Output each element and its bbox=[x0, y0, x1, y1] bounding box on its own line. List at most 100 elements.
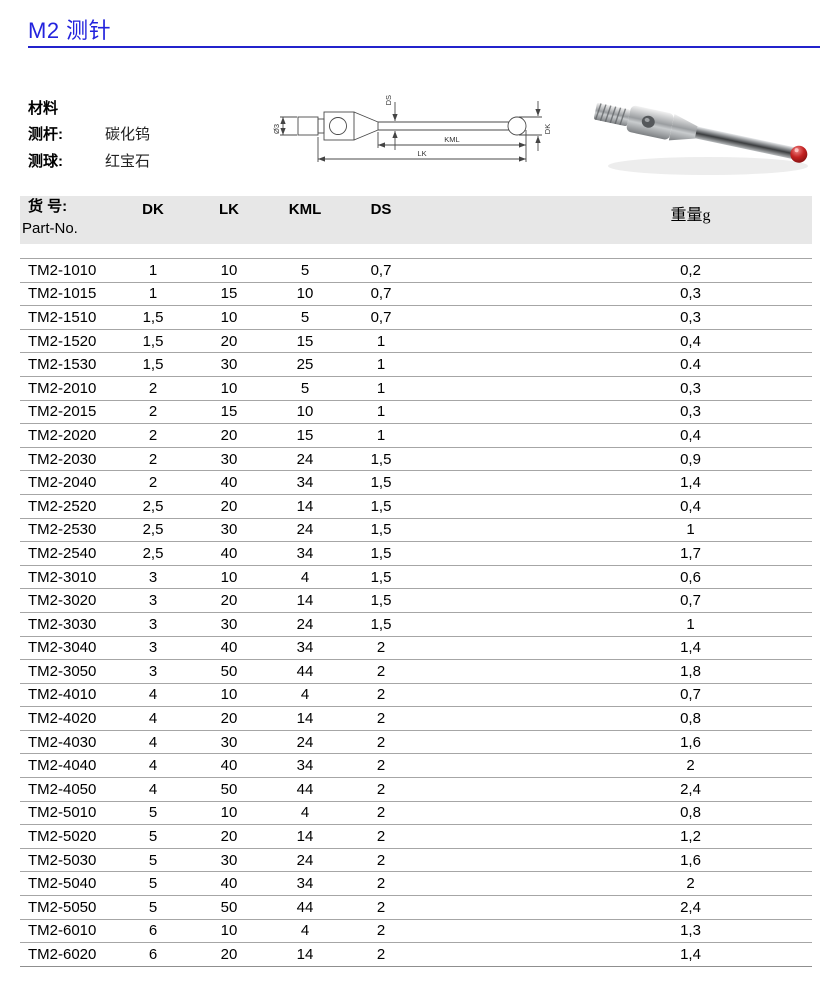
cell-dk: 1 bbox=[148, 261, 158, 279]
table-row: TM2-4050 4 50 44 2 2,4 bbox=[20, 777, 812, 801]
table-row: TM2-2015 2 15 10 1 0,3 bbox=[20, 399, 812, 424]
cell-lk: 20 bbox=[220, 710, 238, 728]
cell-kml: 5 bbox=[300, 308, 310, 326]
cell-ds: 2 bbox=[376, 686, 386, 704]
cell-lk: 20 bbox=[220, 592, 238, 610]
cell-kml: 44 bbox=[296, 898, 314, 916]
material-value: 红宝石 bbox=[105, 153, 151, 170]
cell-dk: 1,5 bbox=[142, 332, 164, 350]
material-label: 测杆: bbox=[28, 126, 63, 143]
cell-dk: 6 bbox=[148, 922, 158, 940]
cell-weight: 0,4 bbox=[680, 332, 701, 350]
cell-weight: 0,9 bbox=[680, 450, 701, 468]
materials-block: 材料 测杆: 碳化钨 测球: 红宝石 bbox=[28, 97, 150, 177]
cell-dk: 6 bbox=[148, 946, 158, 964]
cell-part: TM2-4030 bbox=[28, 733, 97, 751]
cell-part: TM2-2020 bbox=[28, 426, 97, 444]
table-row: TM2-6020 6 20 14 2 1,4 bbox=[20, 942, 812, 966]
cell-kml: 14 bbox=[296, 497, 314, 515]
table-row: TM2-1015 1 15 10 0,7 0,3 bbox=[20, 281, 812, 306]
cell-ds: 2 bbox=[376, 780, 386, 798]
cell-lk: 30 bbox=[220, 356, 238, 374]
cell-weight: 1 bbox=[686, 615, 695, 633]
cell-ds: 1 bbox=[376, 356, 386, 374]
table-row: TM2-2030 2 30 24 1,5 0,9 bbox=[20, 446, 812, 471]
dim-label-lk: LK bbox=[417, 149, 426, 158]
cell-kml: 5 bbox=[300, 379, 310, 397]
cell-kml: 44 bbox=[296, 780, 314, 798]
cell-kml: 24 bbox=[296, 851, 314, 869]
cell-weight: 0,4 bbox=[680, 426, 701, 444]
cell-weight: 1,3 bbox=[680, 922, 701, 940]
title-rule bbox=[28, 46, 820, 48]
table-row: TM2-4020 4 20 14 2 0,8 bbox=[20, 706, 812, 730]
cell-weight: 0,7 bbox=[680, 592, 701, 610]
cell-dk: 4 bbox=[148, 686, 158, 704]
cell-lk: 15 bbox=[220, 285, 238, 303]
cell-ds: 1,5 bbox=[370, 521, 392, 539]
header-ds: DS bbox=[370, 201, 392, 218]
header-kml: KML bbox=[288, 201, 322, 218]
cell-lk: 20 bbox=[220, 946, 238, 964]
cell-lk: 30 bbox=[220, 450, 238, 468]
cell-lk: 10 bbox=[220, 261, 238, 279]
cell-ds: 2 bbox=[376, 946, 386, 964]
cell-weight: 0,2 bbox=[680, 261, 701, 279]
cell-dk: 1,5 bbox=[142, 308, 164, 326]
cell-ds: 1,5 bbox=[370, 592, 392, 610]
table-row: TM2-5020 5 20 14 2 1,2 bbox=[20, 824, 812, 848]
cell-dk: 2 bbox=[148, 426, 158, 444]
cell-ds: 1,5 bbox=[370, 544, 392, 562]
cell-dk: 2 bbox=[148, 379, 158, 397]
cell-ds: 2 bbox=[376, 898, 386, 916]
table-row: TM2-5010 5 10 4 2 0,8 bbox=[20, 800, 812, 825]
cell-lk: 10 bbox=[220, 379, 238, 397]
cell-part: TM2-5050 bbox=[28, 898, 97, 916]
material-row-shaft: 测杆: 碳化钨 bbox=[28, 123, 150, 144]
table-row: TM2-2540 2,5 40 34 1,5 1,7 bbox=[20, 541, 812, 565]
cell-weight: 0,3 bbox=[680, 308, 701, 326]
cell-dk: 5 bbox=[148, 851, 158, 869]
cell-lk: 10 bbox=[220, 568, 238, 586]
materials-heading: 材料 bbox=[28, 100, 59, 117]
cell-weight: 1,4 bbox=[680, 474, 701, 492]
cell-ds: 1,5 bbox=[370, 615, 392, 633]
material-label: 测球: bbox=[28, 153, 63, 170]
cell-ds: 2 bbox=[376, 851, 386, 869]
table-row: TM2-4030 4 30 24 2 1,6 bbox=[20, 729, 812, 754]
cell-kml: 5 bbox=[300, 261, 310, 279]
cell-dk: 2 bbox=[148, 450, 158, 468]
cell-ds: 1 bbox=[376, 426, 386, 444]
cell-kml: 15 bbox=[296, 426, 314, 444]
cell-weight: 0.4 bbox=[680, 356, 701, 374]
cell-weight: 1,7 bbox=[680, 544, 701, 562]
drawing-thread-stud bbox=[297, 116, 319, 136]
cell-dk: 2,5 bbox=[142, 544, 164, 562]
cell-part: TM2-2530 bbox=[28, 521, 97, 539]
cell-kml: 10 bbox=[296, 403, 314, 421]
drawing-ball bbox=[507, 116, 527, 136]
cell-part: TM2-1520 bbox=[28, 332, 97, 350]
cell-ds: 1,5 bbox=[370, 568, 392, 586]
table-row: TM2-2520 2,5 20 14 1,5 0,4 bbox=[20, 493, 812, 518]
cell-lk: 30 bbox=[220, 521, 238, 539]
cell-weight: 1,8 bbox=[680, 662, 701, 680]
cell-part: TM2-1010 bbox=[28, 261, 97, 279]
cell-lk: 15 bbox=[220, 403, 238, 421]
cell-dk: 4 bbox=[148, 733, 158, 751]
cell-part: TM2-5030 bbox=[28, 851, 97, 869]
cell-part: TM2-5010 bbox=[28, 804, 97, 822]
cell-dk: 5 bbox=[148, 804, 158, 822]
cell-kml: 4 bbox=[300, 922, 310, 940]
cell-dk: 3 bbox=[148, 592, 158, 610]
cell-weight: 2 bbox=[686, 875, 695, 893]
cell-weight: 1,6 bbox=[680, 733, 701, 751]
table-row: TM2-3040 3 40 34 2 1,4 bbox=[20, 635, 812, 660]
cell-dk: 1,5 bbox=[142, 356, 164, 374]
header-spacer bbox=[419, 196, 569, 201]
cell-ds: 0,7 bbox=[370, 308, 392, 326]
cell-lk: 50 bbox=[220, 662, 238, 680]
table-row: TM2-3010 3 10 4 1,5 0,6 bbox=[20, 564, 812, 589]
cell-lk: 20 bbox=[220, 497, 238, 515]
